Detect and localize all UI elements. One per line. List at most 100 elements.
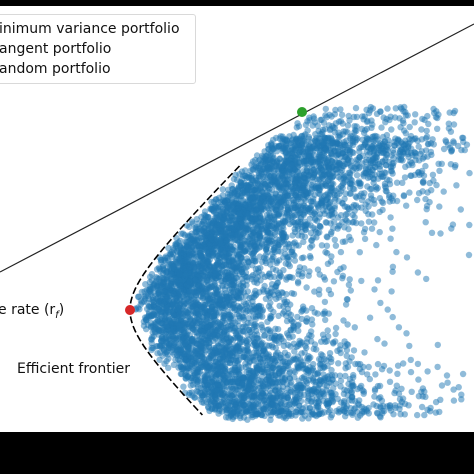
random-portfolio-point <box>418 403 426 411</box>
random-portfolio-point <box>325 310 332 317</box>
random-portfolio-point <box>337 175 344 182</box>
random-portfolio-point <box>451 107 459 115</box>
random-portfolio-point <box>440 188 447 195</box>
random-portfolio-point <box>424 112 431 120</box>
random-portfolio-point <box>320 371 327 378</box>
random-portfolio-point <box>336 372 344 379</box>
random-portfolio-point <box>314 122 321 129</box>
random-portfolio-point <box>400 360 407 367</box>
random-portfolio-point <box>273 236 280 243</box>
random-portfolio-point <box>208 374 215 382</box>
random-portfolio-point <box>318 242 326 249</box>
random-portfolio-point <box>268 214 275 221</box>
random-portfolio-point <box>234 311 241 318</box>
random-portfolio-point <box>384 306 391 313</box>
random-portfolio-point <box>285 257 293 264</box>
random-portfolio-point <box>282 213 289 220</box>
random-portfolio-point <box>382 157 389 164</box>
random-portfolio-point <box>137 301 144 308</box>
random-portfolio-point <box>378 397 386 404</box>
random-portfolio-point <box>414 360 422 368</box>
random-portfolio-point <box>377 108 384 115</box>
random-portfolio-point <box>294 280 302 287</box>
random-portfolio-point <box>358 220 365 227</box>
random-portfolio-point <box>350 347 358 354</box>
random-portfolio-point <box>361 349 368 356</box>
random-portfolio-point <box>342 211 349 218</box>
random-portfolio-point <box>291 348 298 355</box>
random-portfolio-point <box>356 249 363 256</box>
random-portfolio-point <box>344 321 351 328</box>
random-portfolio-point <box>295 242 302 249</box>
random-portfolio-point <box>306 117 313 124</box>
random-portfolio-point <box>384 105 391 112</box>
random-portfolio-point <box>345 169 352 176</box>
random-portfolio-point <box>308 237 315 244</box>
random-portfolio-point <box>208 198 215 206</box>
random-portfolio-point <box>402 112 410 119</box>
random-portfolio-points <box>132 103 473 423</box>
random-portfolio-point <box>423 127 430 135</box>
random-portfolio-point <box>408 388 415 395</box>
random-portfolio-point <box>255 225 263 233</box>
random-portfolio-point <box>371 286 378 293</box>
random-portfolio-point <box>331 210 338 217</box>
random-portfolio-point <box>244 258 252 265</box>
random-portfolio-point <box>406 189 413 196</box>
random-portfolio-point <box>394 362 402 369</box>
random-portfolio-point <box>313 346 320 353</box>
random-portfolio-point <box>403 254 411 261</box>
random-portfolio-point <box>194 258 201 265</box>
random-portfolio-point <box>389 225 396 232</box>
random-portfolio-point <box>287 343 294 350</box>
random-portfolio-point <box>268 281 276 288</box>
random-portfolio-point <box>334 225 341 232</box>
random-portfolio-point <box>458 396 465 403</box>
random-portfolio-point <box>414 411 421 419</box>
random-portfolio-point <box>368 117 375 124</box>
random-portfolio-point <box>163 322 170 329</box>
random-portfolio-point <box>394 370 401 377</box>
random-portfolio-point <box>294 138 302 145</box>
random-portfolio-point <box>263 245 270 252</box>
random-portfolio-point <box>162 308 169 315</box>
random-portfolio-point <box>262 152 269 160</box>
random-portfolio-point <box>346 233 353 240</box>
random-portfolio-point <box>407 368 415 376</box>
random-portfolio-point <box>447 128 455 135</box>
random-portfolio-point <box>201 208 209 215</box>
random-portfolio-point <box>419 188 426 195</box>
random-portfolio-point <box>257 243 264 250</box>
random-portfolio-point <box>274 279 281 287</box>
random-portfolio-point <box>390 149 397 157</box>
random-portfolio-point <box>303 315 311 322</box>
random-portfolio-point <box>180 383 187 390</box>
random-portfolio-point <box>272 387 280 394</box>
random-portfolio-point <box>263 326 271 334</box>
random-portfolio-point <box>365 363 372 371</box>
random-portfolio-point <box>339 275 346 282</box>
random-portfolio-point <box>337 383 344 390</box>
random-portfolio-point <box>344 122 352 129</box>
random-portfolio-point <box>411 119 418 126</box>
random-portfolio-point <box>337 342 344 349</box>
random-portfolio-point <box>346 190 354 197</box>
random-portfolio-point <box>352 104 360 112</box>
random-portfolio-point <box>285 370 293 377</box>
random-portfolio-point <box>434 341 441 349</box>
random-portfolio-point <box>316 223 324 230</box>
random-portfolio-point <box>321 409 328 416</box>
random-portfolio-point <box>326 111 333 119</box>
random-portfolio-point <box>310 224 317 231</box>
random-portfolio-point <box>407 356 414 364</box>
random-portfolio-point <box>377 299 384 307</box>
random-portfolio-point <box>388 195 395 202</box>
random-portfolio-point <box>259 174 267 181</box>
random-portfolio-point <box>401 411 408 418</box>
random-portfolio-point <box>256 156 263 164</box>
random-portfolio-point <box>366 314 374 321</box>
random-portfolio-point <box>363 138 370 145</box>
random-portfolio-point <box>350 113 358 121</box>
random-portfolio-point <box>371 219 378 226</box>
random-portfolio-point <box>434 125 441 132</box>
